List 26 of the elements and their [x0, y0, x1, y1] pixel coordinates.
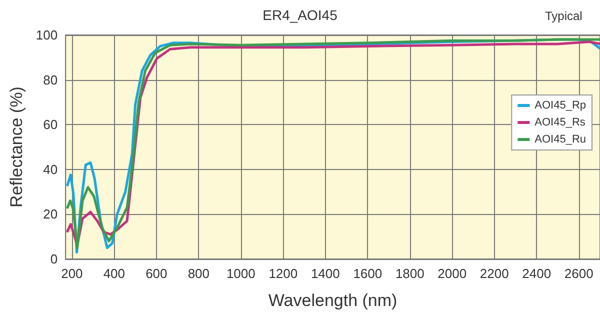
y-tick-label: 100	[36, 28, 58, 42]
x-tick-label: 400	[103, 266, 126, 281]
x-tick-label: 200	[61, 266, 83, 281]
y-tick-label: 0	[50, 252, 58, 266]
x-tick-label: 1000	[226, 266, 256, 281]
y-tick-label: 40	[43, 162, 58, 177]
x-axis-title: Wavelength (nm)	[268, 291, 398, 310]
x-tick-label: 1400	[310, 266, 340, 281]
x-tick-label: 2000	[438, 266, 467, 281]
legend-label: AOI45_Rp	[534, 100, 586, 112]
x-tick-label: 2400	[522, 266, 552, 281]
x-tick-label: 2600	[564, 266, 594, 281]
text: Typical	[545, 9, 582, 23]
legend-label: AOI45_Ru	[534, 134, 586, 146]
legend-label: AOI45_Rs	[534, 116, 586, 128]
y-tick-label: 20	[43, 206, 58, 222]
y-tick-label: 60	[43, 117, 58, 132]
x-tick-label: 800	[188, 266, 210, 281]
x-tick-label: 1200	[268, 266, 298, 281]
x-tick-label: 1800	[395, 266, 424, 281]
x-tick-label: 1600	[353, 266, 382, 281]
y-tick-label: 80	[43, 72, 58, 88]
x-tick-label: 2200	[480, 266, 509, 281]
y-axis-title: Reflectance (%)	[7, 86, 26, 208]
x-tick-label: 600	[146, 266, 168, 281]
chart-title: ER4_AOI45	[262, 7, 338, 23]
